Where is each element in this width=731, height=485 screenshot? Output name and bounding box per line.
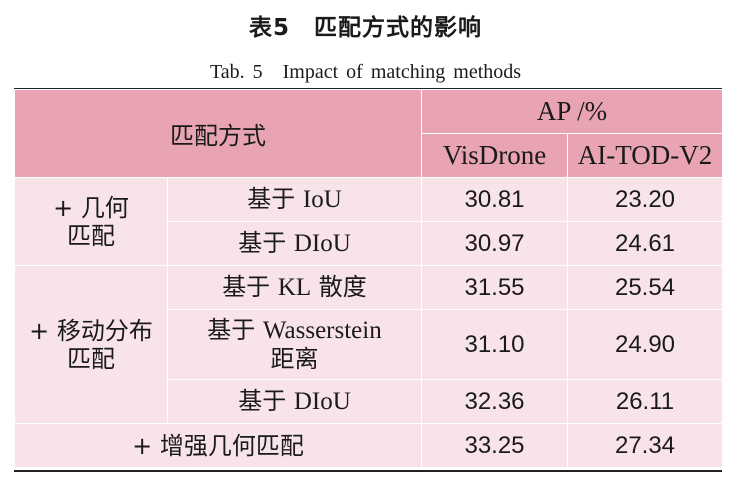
- value-aitod: 24.61: [566, 221, 724, 266]
- value-aitod: 26.11: [566, 379, 724, 424]
- group-label-line: 匹配: [67, 344, 115, 373]
- value-aitod: 27.34: [566, 423, 724, 468]
- group-label-moving: + 移动分布 匹配: [14, 265, 168, 424]
- method-cell: 基于 DIoU: [167, 379, 422, 424]
- results-table: 匹配方式 AP /% VisDrone AI-TOD-V2 + 几何 匹配 基于…: [14, 89, 724, 468]
- method-en: IoU: [302, 186, 342, 213]
- value-visdrone: 32.36: [421, 379, 568, 424]
- method-cell-enhanced: + 增强几何匹配: [14, 423, 422, 468]
- table-title-en: Tab. 5 Impact of matching methods: [209, 61, 522, 83]
- table-row: + 移动分布 匹配 基于 KL 散度 31.55 25.54: [14, 265, 724, 424]
- table-row: + 几何 匹配 基于 IoU 30.81 23.20: [14, 177, 724, 266]
- value-aitod: 25.54: [566, 265, 724, 310]
- method-zh: 基于: [222, 273, 278, 301]
- method-en: KL: [277, 274, 312, 301]
- method-cell: 基于 DIoU: [167, 221, 422, 266]
- method-zh: 基于: [238, 387, 294, 415]
- method-zh-suffix: 距离: [270, 345, 319, 373]
- group-label-line: 匹配: [67, 221, 115, 250]
- value-visdrone: 33.25: [421, 423, 568, 468]
- method-cell: 基于 Wasserstein 距离: [167, 309, 422, 380]
- table-row: 基于 DIoU 30.97 24.61: [15, 221, 724, 266]
- value-aitod: 24.90: [566, 309, 724, 380]
- value-visdrone: 30.81: [421, 177, 568, 222]
- header-ap: AP /%: [420, 89, 724, 134]
- method-zh: 基于: [238, 229, 294, 257]
- table-row: 基于 Wasserstein 距离 31.10 24.90: [15, 309, 724, 380]
- method-cell: 基于 IoU: [167, 177, 422, 222]
- header-method: 匹配方式: [14, 89, 422, 178]
- method-en: Wasserstein: [262, 317, 382, 344]
- method-zh: 基于: [247, 185, 303, 213]
- method-en: DIoU: [293, 230, 351, 257]
- group-label-geometric: + 几何 匹配: [14, 177, 168, 266]
- table-bottom-rule: [14, 470, 722, 472]
- table-row: + 增强几何匹配 33.25 27.34: [14, 423, 724, 468]
- group-label-line: + 几何: [53, 193, 129, 222]
- method-cell: 基于 KL 散度: [167, 265, 422, 310]
- method-zh: 基于: [207, 316, 263, 344]
- value-visdrone: 30.97: [421, 221, 568, 266]
- value-aitod: 23.20: [566, 177, 724, 222]
- value-visdrone: 31.10: [421, 309, 568, 380]
- value-visdrone: 31.55: [421, 265, 568, 310]
- header-visdrone: VisDrone: [421, 133, 568, 178]
- table-row: 基于 DIoU 32.36 26.11: [15, 379, 724, 424]
- header-aitod: AI-TOD-V2: [566, 133, 724, 178]
- table-title-zh: 表5 匹配方式的影响: [248, 15, 482, 41]
- method-zh-suffix: 散度: [311, 273, 367, 301]
- method-en: DIoU: [293, 388, 351, 415]
- group-label-line: + 移动分布: [29, 316, 153, 345]
